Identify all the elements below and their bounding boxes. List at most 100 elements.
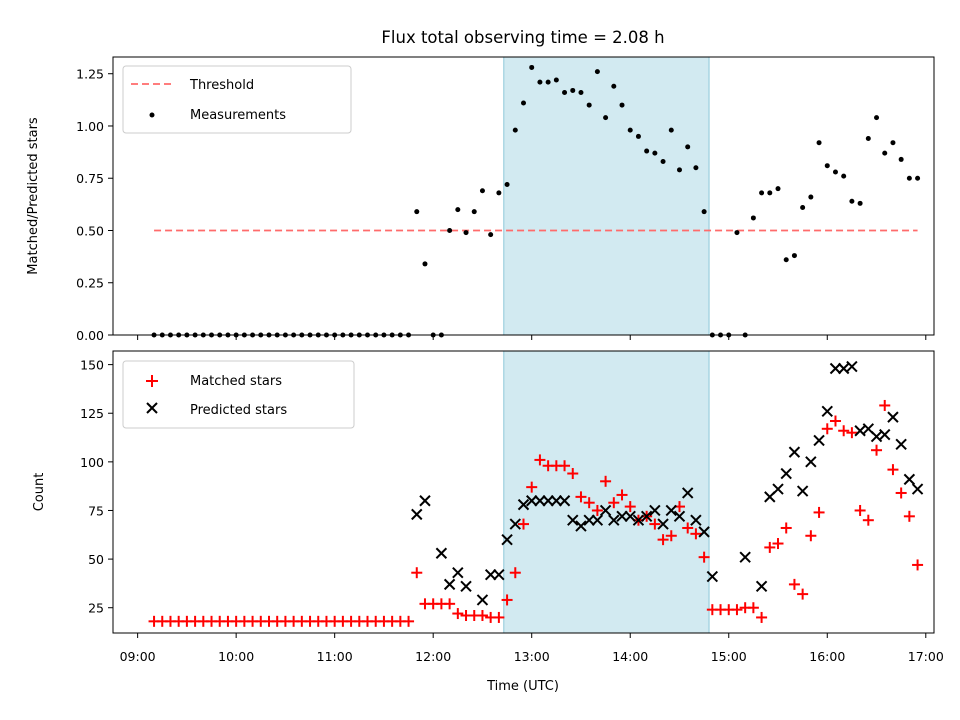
predicted-star-x-b [542, 495, 554, 507]
top-y-axis-label: Matched/Predicted stars [26, 117, 41, 275]
predicted-star-point [517, 498, 530, 511]
predicted-star-point [558, 495, 571, 507]
legend-threshold-label: Threshold [189, 78, 254, 93]
predicted-star-point [895, 438, 907, 451]
bottom-y-tick-label: 75 [88, 503, 104, 518]
measurement-point [849, 198, 855, 204]
matched-star-point [559, 460, 571, 472]
measurement-point [545, 79, 551, 85]
predicted-star-x-b [435, 547, 448, 559]
top-legend: Threshold Measurements [122, 65, 352, 134]
predicted-star-point [493, 568, 505, 581]
predicted-star-point [443, 578, 456, 591]
predicted-star-x-b [837, 362, 850, 375]
top-y-tick-label: 0.75 [76, 171, 104, 186]
measurement-point [898, 156, 904, 162]
predicted-star-point [534, 495, 546, 507]
predicted-star-x-b [608, 514, 620, 526]
matched-star-point [476, 609, 488, 621]
predicted-star-x-b [772, 483, 784, 495]
predicted-star-point [681, 487, 694, 499]
predicted-star-x-b [805, 456, 817, 468]
matched-star-point [657, 534, 669, 546]
measurement-point [857, 200, 863, 206]
measurement-point [463, 230, 469, 236]
matched-star-point [838, 425, 850, 437]
predicted-star-point [698, 526, 710, 538]
bottom-legend-box [122, 360, 355, 429]
matched-star-point [411, 567, 423, 579]
matched-star-point [501, 594, 513, 606]
measurement-point [635, 133, 641, 139]
bottom-x-tick-label: 14:00 [612, 649, 648, 664]
measurement-point [537, 79, 543, 85]
predicted-star-point [501, 533, 513, 546]
predicted-star-x-b [534, 495, 546, 507]
measurement-point [668, 127, 674, 133]
matched-star-point [879, 399, 891, 411]
measurement-point [479, 188, 485, 194]
measurement-point [890, 140, 896, 146]
predicted-star-point [788, 446, 801, 458]
measurement-point [471, 209, 477, 215]
predicted-star-point [419, 495, 431, 507]
predicted-star-point [829, 362, 842, 375]
matched-star-point [829, 415, 841, 427]
measurement-point [676, 167, 682, 173]
measurement-point [767, 190, 773, 196]
legend-matched-label: Matched stars [190, 374, 282, 389]
predicted-star-x-b [813, 434, 825, 447]
predicted-star-x-b [583, 514, 595, 526]
predicted-star-x-b [657, 518, 669, 530]
predicted-star-x-b [755, 580, 768, 593]
matched-star-point [616, 489, 628, 501]
matched-star-point [608, 497, 620, 509]
measurement-point [906, 175, 912, 181]
bottom-x-tick-label: 16:00 [809, 649, 845, 664]
matched-star-point [509, 567, 521, 579]
predicted-star-point [484, 568, 497, 581]
predicted-star-point [616, 510, 628, 523]
predicted-star-point [435, 547, 448, 559]
predicted-star-x-b [526, 495, 538, 507]
predicted-star-point [624, 510, 636, 523]
matched-star-point [624, 501, 636, 513]
measurement-point [791, 253, 797, 259]
matched-star-point [731, 604, 743, 616]
measurement-point [594, 69, 600, 75]
predicted-star-point [608, 514, 620, 526]
legend-matched-swatch [146, 375, 158, 387]
predicted-star-x-b [558, 495, 571, 507]
predicted-star-point [887, 411, 899, 423]
measurement-point [644, 148, 650, 154]
measurement-point [800, 204, 806, 210]
predicted-star-x-b [460, 580, 472, 593]
measurement-point [619, 102, 625, 108]
measurement-point [734, 230, 740, 236]
matched-star-point [871, 444, 883, 456]
predicted-star-point [780, 467, 792, 480]
bottom-shaded-span [503, 350, 710, 634]
legend-predicted-swatch [146, 402, 158, 414]
legend-measurements-label: Measurements [190, 108, 286, 123]
predicted-star-x-b [632, 514, 645, 526]
top-y-tick-label: 0.00 [76, 328, 104, 343]
matched-star-point [862, 514, 874, 526]
bottom-x-tick-label: 15:00 [711, 649, 747, 664]
legend-measurements-swatch [149, 112, 155, 118]
top-plot-frame [112, 56, 935, 336]
matched-star-point [403, 615, 415, 627]
matched-star-point [813, 506, 825, 518]
measurement-point [816, 140, 822, 146]
predicted-star-point [665, 504, 677, 517]
predicted-star-x-b [443, 578, 456, 591]
predicted-star-point [813, 434, 825, 447]
bottom-x-tick-label: 17:00 [908, 649, 944, 664]
bottom-y-tick-label: 125 [80, 406, 104, 421]
predicted-star-point [550, 495, 563, 507]
measurement-point [447, 227, 453, 233]
bottom-x-tick-label: 13:00 [514, 649, 550, 664]
predicted-star-point [805, 456, 817, 468]
predicted-star-x-b [640, 510, 653, 523]
